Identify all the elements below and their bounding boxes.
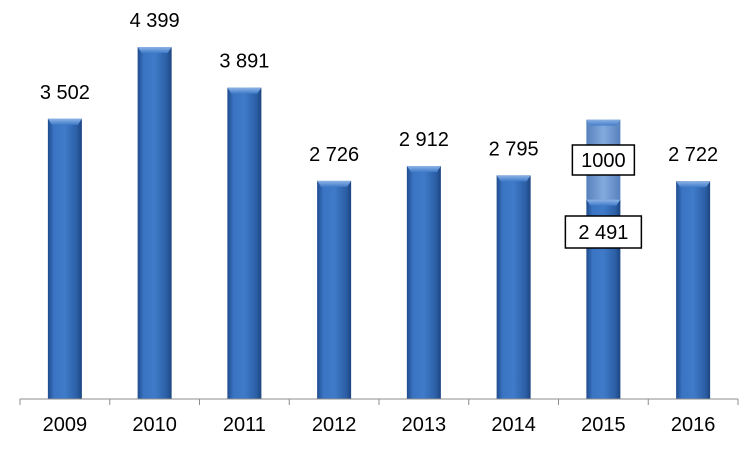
data-label: 4 399 xyxy=(130,10,180,32)
bar-cap-2012 xyxy=(317,180,352,187)
x-tick-label: 2015 xyxy=(581,414,626,436)
bar-2014 xyxy=(496,175,531,399)
x-tick-label: 2012 xyxy=(312,414,357,436)
value-label-box xyxy=(564,215,643,249)
data-label: 2 912 xyxy=(399,129,449,151)
bar-cap-2015 xyxy=(586,199,621,206)
x-tick-label: 2014 xyxy=(491,414,536,436)
bar-cap-2013 xyxy=(406,165,441,172)
bar-cap-2011 xyxy=(227,87,262,94)
x-tick-label: 2016 xyxy=(671,414,716,436)
extra-label-box xyxy=(571,144,636,176)
data-label: 2 491 xyxy=(578,222,628,244)
bar-2012 xyxy=(317,180,352,399)
bar-extra-cap-2015 xyxy=(586,119,621,126)
x-tick-label: 2009 xyxy=(43,414,88,436)
data-label: 3 891 xyxy=(219,51,269,73)
bar-cap-2014 xyxy=(496,175,531,182)
x-axis-ticks xyxy=(19,399,739,405)
data-label: 2 795 xyxy=(489,138,539,160)
x-tick-label: 2010 xyxy=(132,414,177,436)
bar-2013 xyxy=(406,165,441,399)
bar-cap-2016 xyxy=(676,181,711,188)
bar-cap-2009 xyxy=(47,118,82,125)
bar-2011 xyxy=(227,87,262,400)
data-label: 2 722 xyxy=(668,144,718,166)
data-label: 3 502 xyxy=(40,82,90,104)
bar-2010 xyxy=(137,47,172,399)
x-tick-label: 2013 xyxy=(402,414,447,436)
data-label-extra: 1000 xyxy=(581,150,626,172)
labels-group: 2009 3 502 2010 4 399 2011 3 891 2012 2 726 2013… xyxy=(40,10,718,436)
bar-2016 xyxy=(676,181,711,399)
bar-2009 xyxy=(47,118,82,400)
bars-group xyxy=(47,47,711,400)
x-tick-label: 2011 xyxy=(223,414,266,436)
bar-cap-2010 xyxy=(137,47,172,53)
data-label: 2 726 xyxy=(309,144,359,166)
